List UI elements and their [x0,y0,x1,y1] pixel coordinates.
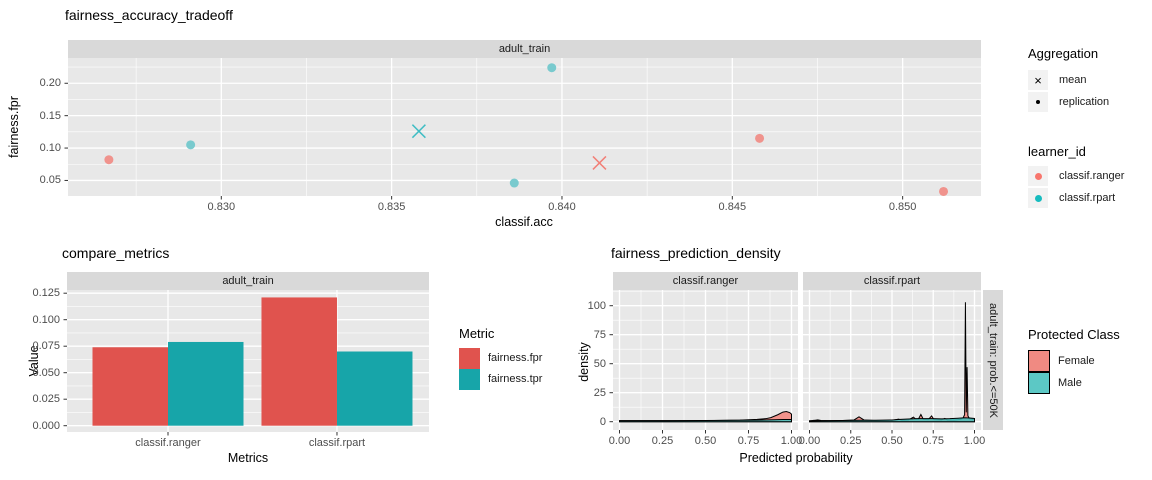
x-tick-label: classif.rpart [308,437,366,449]
y-tick-label: 0.05 [39,174,61,187]
facet-strip-ranger: classif.ranger [613,272,798,290]
scatter-mean-x-classif.rpart [411,124,426,139]
legend-title-metric: Metric [459,326,495,341]
x-tick-label: 0.25 [840,435,862,447]
legend-key-ranger [1028,166,1048,186]
y-tick-label: 0.075 [32,340,60,353]
x-tick-label: 0.25 [651,435,674,447]
x-tick-label: 0.75 [737,435,760,447]
x-tick-label: 0.850 [888,201,917,213]
female-swatch [1028,350,1050,372]
legend-label-male: Male [1058,377,1082,389]
legend-title-aggregation: Aggregation [1028,46,1099,61]
facet-strip-label: classif.ranger [672,275,739,287]
x-tick-label: 0.845 [718,201,747,213]
x-tick-label: 0.50 [694,435,717,447]
point-marker-icon [1035,99,1041,105]
x-tick-label: 0.00 [798,435,821,447]
scatter-plot-panel [64,58,981,200]
scatter-point-classif.ranger [755,133,765,143]
facet-strip-label: adult_train [222,275,274,287]
bar-classif.rpart-fairness.tpr [336,351,413,426]
scatter-point-classif.rpart [547,63,557,73]
x-marker-icon: × [1034,72,1042,88]
y-tick-label: 0.000 [32,419,60,432]
panel-background [68,58,981,196]
y-tick-label: 0.050 [32,366,60,379]
x-tick-label: 0.00 [608,435,631,447]
facet-strip-label: classif.rpart [863,275,921,287]
facet-strip-right: adult_train: prob.<=50K [983,290,1003,430]
legend-key-rpart [1028,188,1048,208]
density-plot-panel [609,290,981,434]
facet-strip-tradeoff: adult_train [68,40,981,58]
y-tick-label: 0.15 [39,109,61,122]
facet-strip-right-label: adult_train: prob.<=50K [987,302,999,418]
y-tick-label: 0.20 [39,77,61,90]
bar-classif.ranger-fairness.tpr [167,341,244,426]
y-tick-label: 75 [593,328,606,341]
fpr-swatch [459,348,480,369]
rpart-dot-icon [1034,194,1042,202]
y-tick-label: 0.025 [32,393,60,406]
facet-strip-label: adult_train [498,43,551,55]
x-tick-label: classif.ranger [135,437,201,449]
scatter-mean-x-classif.ranger [592,155,607,170]
chart-title-compare-metrics: compare_metrics [62,245,170,261]
legend-key-mean: × [1028,70,1048,90]
y-axis-title-tradeoff: fairness.fpr [7,96,21,158]
y-tick-label: 0.10 [39,142,61,155]
y-tick-label: 50 [593,357,606,370]
facet-strip-compare-metrics: adult_train [67,272,429,290]
tpr-swatch [459,369,480,390]
male-swatch [1028,372,1050,394]
ranger-dot-icon [1034,172,1042,180]
x-axis-title-tradeoff: classif.acc [495,215,553,229]
x-axis-title-compare-metrics: Metrics [227,451,269,465]
legend-label-tpr: fairness.tpr [488,373,543,385]
chart-title-density: fairness_prediction_density [611,245,781,261]
x-tick-label: 1.00 [963,435,986,447]
y-tick-label: 0 [599,415,606,428]
x-tick-label: 0.835 [377,201,406,213]
x-tick-label: 1.00 [780,435,803,447]
density-area-classif.ranger-Male [619,418,792,423]
scatter-point-classif.rpart [186,140,196,150]
legend-label-ranger: classif.ranger [1059,170,1125,182]
chart-title-tradeoff: fairness_accuracy_tradeoff [65,7,233,23]
y-tick-label: 0.125 [32,287,60,300]
scatter-point-classif.ranger [939,186,949,196]
x-tick-label: 0.840 [548,201,576,213]
x-tick-label: 0.75 [922,435,944,447]
bar-classif.ranger-fairness.fpr [92,347,168,426]
legend-label-female: Female [1058,355,1095,367]
legend-label-replication: replication [1059,96,1110,108]
legend-title-learner-id: learner_id [1028,144,1086,159]
x-axis-title-density: Predicted probability [739,451,853,465]
facet-strip-rpart: classif.rpart [803,272,981,290]
scatter-point-classif.ranger [104,155,114,165]
legend-label-fpr: fairness.fpr [488,352,543,364]
y-tick-label: 0.100 [32,313,60,326]
bar-classif.rpart-fairness.fpr [261,297,337,426]
legend-label-rpart: classif.rpart [1059,192,1116,204]
scatter-point-classif.rpart [509,178,519,188]
bar-plot-panel [63,290,429,436]
y-tick-label: 100 [587,299,606,312]
density-area-classif.rpart-Male [809,417,975,423]
y-tick-label: 25 [593,386,606,399]
legend-label-mean: mean [1059,74,1087,86]
legend-key-replication [1028,92,1048,112]
y-axis-title-density: density [577,342,591,382]
x-tick-label: 0.830 [207,201,236,213]
legend-title-protected-class: Protected Class [1028,327,1120,342]
x-tick-label: 0.50 [881,435,903,447]
